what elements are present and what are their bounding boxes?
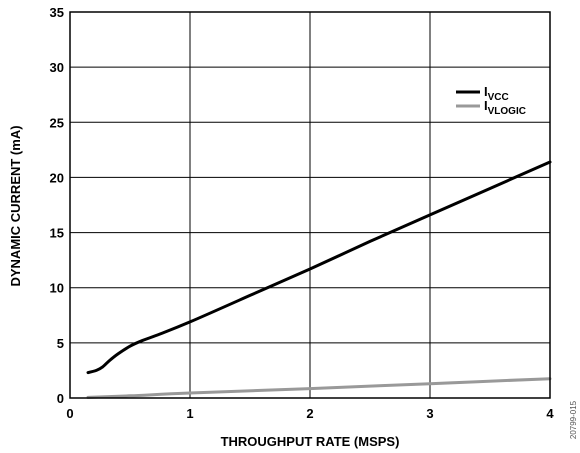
- plot-frame: [69, 11, 551, 399]
- x-tick-labels: 0 1 2 3 4: [66, 406, 554, 421]
- series-line-vlogic: [86, 377, 552, 399]
- legend-label-ivcc: IVCC: [484, 84, 509, 103]
- y-tick-label: 35: [50, 5, 64, 20]
- x-tick-label: 1: [186, 406, 193, 421]
- y-tick-label: 30: [50, 60, 64, 75]
- x-tick-label: 2: [306, 406, 313, 421]
- y-tick-label: 25: [50, 115, 64, 130]
- figure-code: 20799-015: [569, 400, 578, 439]
- x-tick-label: 3: [426, 406, 433, 421]
- x-axis-title: THROUGHPUT RATE (MSPS): [221, 434, 400, 449]
- x-tick-label: 4: [546, 406, 554, 421]
- y-tick-label: 15: [50, 226, 64, 241]
- x-tick-label: 0: [66, 406, 73, 421]
- y-tick-label: 5: [57, 336, 64, 351]
- y-tick-labels: 0 5 10 15 20 25 30 35: [50, 5, 64, 406]
- y-axis-title: DYNAMIC CURRENT (mA): [8, 125, 23, 286]
- y-tick-label: 10: [50, 281, 64, 296]
- series-lines: [86, 160, 552, 399]
- y-tick-label: 0: [57, 391, 64, 406]
- legend: IVCC IVLOGIC: [456, 84, 526, 117]
- series-line-vcc: [86, 160, 552, 375]
- legend-label-ivlogic: IVLOGIC: [484, 98, 526, 117]
- y-tick-label: 20: [50, 170, 64, 185]
